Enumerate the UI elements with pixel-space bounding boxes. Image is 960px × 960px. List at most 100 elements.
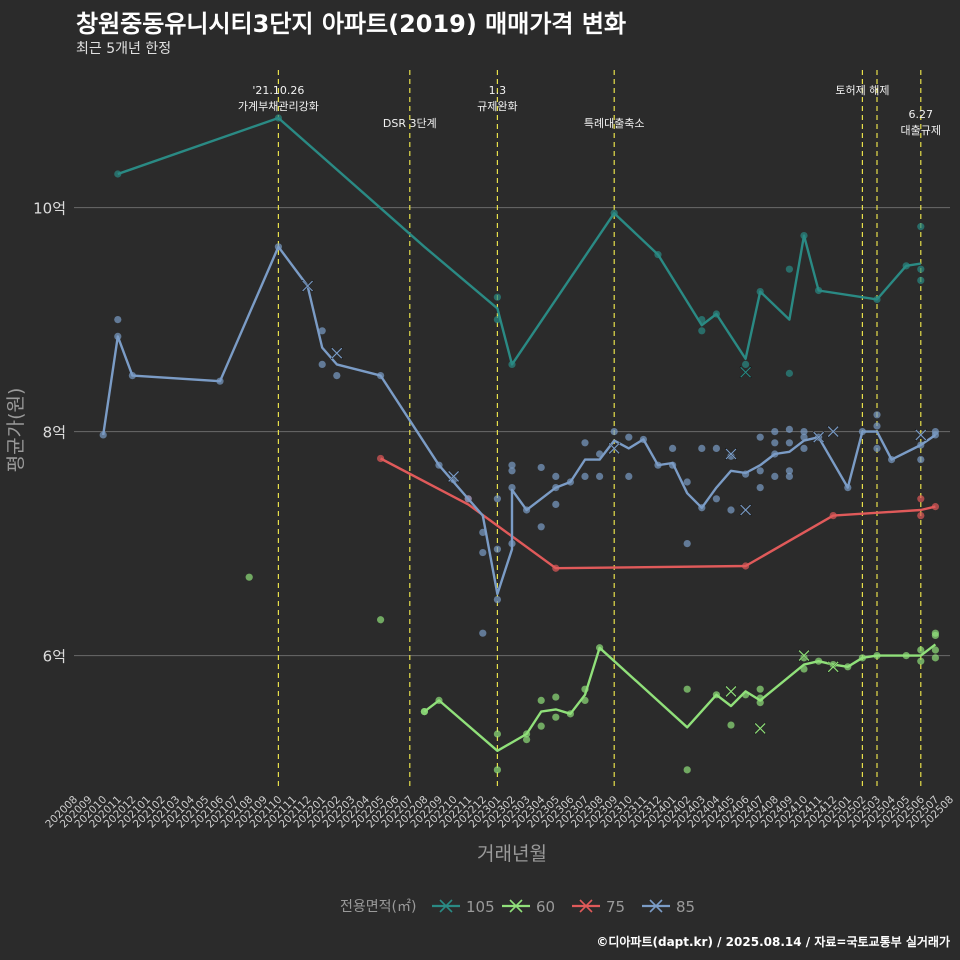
data-point-85 xyxy=(785,425,794,433)
data-point-60 xyxy=(537,696,545,705)
cancelled-mark-85 xyxy=(739,503,752,517)
series-lines xyxy=(102,116,937,752)
data-point-105 xyxy=(493,293,501,301)
series-line-75 xyxy=(380,457,936,570)
legend-label: 75 xyxy=(606,898,625,916)
data-point-105 xyxy=(917,265,925,273)
data-point-85 xyxy=(800,428,808,436)
data-point-105 xyxy=(785,369,794,377)
data-point-85 xyxy=(493,545,501,553)
legend-item-105: 105 xyxy=(432,898,495,916)
event-label: 토허제 해제 xyxy=(835,83,889,97)
data-point-85 xyxy=(771,428,779,436)
data-point-60 xyxy=(537,722,545,730)
data-point-85 xyxy=(683,478,691,486)
cancel-stroke xyxy=(740,504,752,516)
data-point-85 xyxy=(479,629,487,637)
cancel-stroke xyxy=(302,280,314,292)
scatter-points xyxy=(99,114,940,774)
y-tick-label: 6억 xyxy=(43,648,66,666)
cancel-stroke xyxy=(827,426,839,438)
data-point-85 xyxy=(596,472,604,480)
event-label: 6.27 xyxy=(909,108,934,121)
data-point-105 xyxy=(785,265,794,273)
cancelled-mark-85 xyxy=(724,447,738,461)
data-point-85 xyxy=(756,433,764,441)
data-point-60 xyxy=(523,736,531,744)
cancel-stroke xyxy=(725,686,737,697)
data-point-105 xyxy=(698,327,706,335)
cancel-stroke xyxy=(331,347,343,359)
data-point-85 xyxy=(785,439,794,447)
data-point-85 xyxy=(785,467,794,475)
data-point-60 xyxy=(756,685,764,693)
cancel-stroke xyxy=(915,429,927,441)
data-point-85 xyxy=(552,500,560,508)
series-line-105 xyxy=(117,116,921,366)
data-point-85 xyxy=(581,439,589,447)
cancelled-mark-85 xyxy=(447,470,460,483)
y-axis-tick-labels: 6억 8억 10억 xyxy=(33,200,66,666)
legend-item-60: 60 xyxy=(502,898,555,916)
series-line-60 xyxy=(423,643,937,752)
data-point-60 xyxy=(552,713,560,721)
event-lines xyxy=(277,70,922,790)
data-point-60 xyxy=(683,766,691,774)
legend-title: 전용면적(㎡) xyxy=(340,899,416,915)
cancelled-mark-60 xyxy=(754,722,767,735)
data-point-85 xyxy=(727,506,735,514)
data-point-60 xyxy=(917,657,925,665)
data-point-85 xyxy=(508,484,516,492)
data-point-85 xyxy=(727,452,735,460)
data-point-60 xyxy=(931,646,940,654)
data-point-85 xyxy=(318,360,326,368)
data-point-75 xyxy=(917,495,925,503)
data-point-85 xyxy=(698,444,706,452)
legend: 전용면적(㎡) 105 60 75 85 xyxy=(340,898,695,916)
chart-subtitle: 최근 5개년 한정 xyxy=(76,41,172,57)
data-point-60 xyxy=(800,654,808,662)
cancelled-mark-85 xyxy=(301,279,314,293)
cancelled-mark-85 xyxy=(608,442,621,455)
data-point-85 xyxy=(493,495,501,503)
event-label: 규제완화 xyxy=(477,100,517,113)
data-point-60 xyxy=(917,646,925,654)
y-tick-label: 10억 xyxy=(33,200,66,218)
data-point-60 xyxy=(683,685,691,693)
data-point-105 xyxy=(917,223,925,231)
legend-cross xyxy=(509,899,523,913)
data-point-85 xyxy=(508,461,516,469)
data-point-85 xyxy=(493,596,501,604)
x-axis-tick-labels: 2020082020092020102020112020122021012021… xyxy=(43,793,956,830)
series-line-85 xyxy=(102,245,937,596)
data-point-85 xyxy=(610,428,618,436)
cancel-stroke xyxy=(827,661,839,673)
data-point-85 xyxy=(756,467,764,475)
data-point-85 xyxy=(625,433,633,441)
data-point-85 xyxy=(712,444,721,452)
data-point-60 xyxy=(552,693,560,701)
cancelled-mark-105 xyxy=(739,366,752,379)
data-point-60 xyxy=(493,766,501,774)
data-point-85 xyxy=(581,472,589,480)
event-label: 특례대출축소 xyxy=(584,117,645,130)
data-point-85 xyxy=(756,484,764,492)
cancelled-mark-85 xyxy=(827,425,840,438)
chart-title: 창원중동유니시티3단지 아파트(2019) 매매가격 변화 xyxy=(76,10,627,38)
data-point-85 xyxy=(771,439,779,447)
cancelled-mark-85 xyxy=(914,428,927,442)
data-point-105 xyxy=(917,276,925,284)
data-point-85 xyxy=(114,316,122,324)
data-point-85 xyxy=(508,467,516,475)
cancelled-mark-85 xyxy=(330,347,343,360)
event-label: '21.10.26 xyxy=(252,84,304,97)
cancel-stroke xyxy=(448,470,460,482)
data-point-85 xyxy=(625,472,633,480)
data-point-85 xyxy=(669,444,677,452)
source-caption: ©디아파트(dapt.kr) / 2025.08.14 / 자료=국토교통부 실… xyxy=(596,935,950,949)
data-point-85 xyxy=(479,548,487,557)
data-point-85 xyxy=(683,540,691,548)
legend-label: 105 xyxy=(466,898,495,916)
